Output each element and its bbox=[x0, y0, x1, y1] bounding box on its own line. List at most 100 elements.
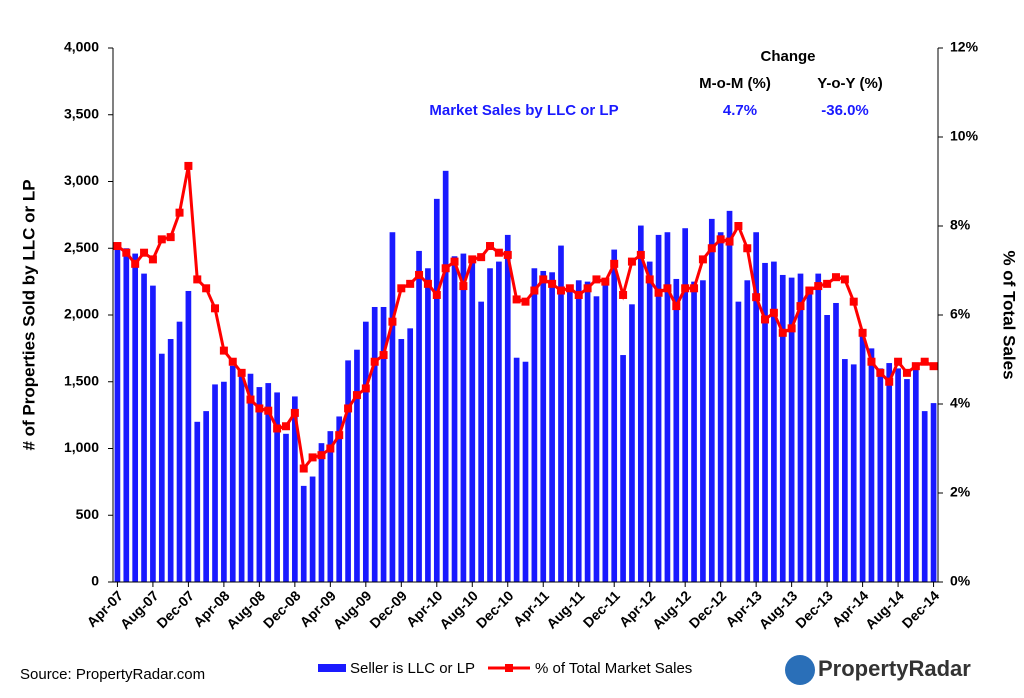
bar bbox=[513, 357, 520, 582]
marker bbox=[556, 286, 565, 295]
marker bbox=[858, 328, 867, 337]
marker bbox=[379, 351, 388, 360]
marker bbox=[486, 242, 495, 251]
marker bbox=[299, 464, 308, 473]
marker bbox=[707, 244, 716, 253]
marker bbox=[494, 248, 503, 257]
bar bbox=[637, 225, 644, 582]
marker bbox=[450, 257, 459, 266]
marker bbox=[211, 304, 220, 313]
x-tick-label: Dec-07 bbox=[153, 587, 197, 631]
marker bbox=[627, 257, 636, 266]
bar bbox=[877, 368, 884, 582]
x-tick-label: Dec-14 bbox=[899, 587, 943, 631]
bar bbox=[664, 232, 671, 583]
bar bbox=[549, 272, 555, 582]
y-tick-label: 1,000 bbox=[64, 439, 99, 455]
legend-label: % of Total Market Sales bbox=[535, 660, 692, 677]
marker bbox=[645, 275, 654, 284]
bar bbox=[389, 232, 396, 583]
y-tick-label: 3,000 bbox=[64, 172, 99, 188]
bar bbox=[478, 301, 484, 582]
marker bbox=[752, 293, 761, 302]
x-tick-label: Aug-10 bbox=[436, 587, 481, 632]
bar bbox=[309, 476, 316, 582]
bar bbox=[336, 416, 343, 582]
bar bbox=[531, 268, 538, 582]
marker bbox=[894, 357, 903, 366]
marker bbox=[273, 424, 282, 433]
marker bbox=[503, 250, 512, 259]
y-axis-label: # of Properties Sold by LLC or LP bbox=[19, 179, 38, 450]
bar bbox=[496, 261, 502, 582]
marker bbox=[814, 282, 823, 291]
marker bbox=[574, 290, 583, 299]
y-tick-label: 4,000 bbox=[64, 39, 99, 55]
marker bbox=[352, 391, 361, 400]
bar bbox=[788, 277, 795, 582]
y2-axis-label: % of Total Sales bbox=[1000, 250, 1019, 379]
bar bbox=[185, 290, 192, 582]
bar bbox=[354, 349, 360, 582]
marker bbox=[255, 404, 264, 413]
y-tick-label: 1,500 bbox=[64, 372, 99, 388]
x-tick-label: Dec-13 bbox=[792, 587, 836, 631]
bar bbox=[682, 228, 689, 582]
bar bbox=[247, 373, 254, 582]
marker bbox=[512, 295, 521, 304]
bar bbox=[567, 288, 573, 582]
marker bbox=[663, 284, 672, 293]
marker bbox=[335, 431, 344, 440]
bar bbox=[753, 232, 759, 583]
bar bbox=[194, 421, 201, 582]
marker bbox=[654, 288, 663, 297]
marker bbox=[122, 248, 131, 257]
marker bbox=[184, 161, 193, 170]
bar bbox=[655, 234, 662, 582]
annotation: Market Sales by LLC or LP bbox=[429, 102, 618, 119]
bar bbox=[797, 273, 804, 582]
bar bbox=[176, 321, 183, 582]
bar bbox=[850, 364, 857, 582]
bar bbox=[540, 270, 547, 582]
bar bbox=[620, 355, 626, 582]
marker bbox=[539, 275, 548, 284]
marker bbox=[823, 279, 832, 288]
bar bbox=[300, 485, 307, 582]
marker bbox=[672, 302, 681, 311]
marker bbox=[681, 284, 690, 293]
bar bbox=[912, 363, 919, 582]
x-tick-label: Dec-09 bbox=[366, 587, 410, 631]
bar bbox=[212, 384, 218, 582]
marker bbox=[929, 362, 938, 371]
marker bbox=[902, 368, 911, 377]
marker bbox=[610, 259, 619, 268]
marker bbox=[592, 275, 601, 284]
marker bbox=[805, 286, 814, 295]
bar bbox=[407, 328, 414, 582]
bar bbox=[762, 262, 768, 582]
marker bbox=[441, 264, 450, 273]
y-tick-label: 3,500 bbox=[64, 105, 99, 121]
marker bbox=[246, 395, 255, 404]
bar bbox=[691, 281, 697, 582]
bar bbox=[265, 383, 272, 582]
bar bbox=[327, 431, 334, 582]
marker bbox=[619, 290, 628, 299]
marker bbox=[113, 242, 122, 251]
y-tick-label: 2,000 bbox=[64, 306, 99, 322]
bar bbox=[380, 306, 387, 582]
bar bbox=[646, 261, 653, 582]
y2-tick-label: 4% bbox=[950, 395, 971, 411]
marker bbox=[885, 377, 894, 386]
bar bbox=[735, 301, 742, 582]
bar bbox=[700, 280, 706, 582]
marker bbox=[734, 222, 743, 230]
bar bbox=[229, 365, 236, 582]
marker bbox=[432, 290, 441, 299]
marker bbox=[601, 277, 610, 286]
marker bbox=[796, 302, 805, 311]
annotation: 4.7% bbox=[723, 102, 757, 119]
y2-tick-label: 6% bbox=[950, 306, 971, 322]
y2-tick-label: 2% bbox=[950, 484, 971, 500]
